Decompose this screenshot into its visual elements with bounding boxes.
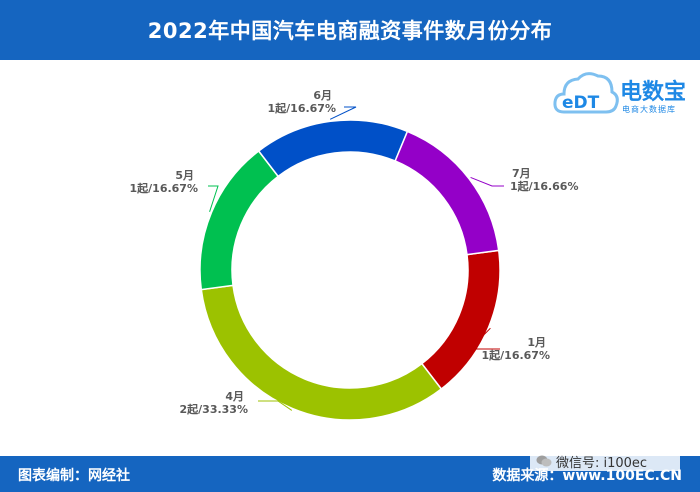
slice-7月: [394, 130, 500, 256]
slice-label-7月: 7月: [512, 167, 531, 180]
data-source: 数据来源：www.100EC.CN: [492, 468, 682, 484]
slice-label-5月: 5月: [175, 169, 194, 182]
leader-line-6月: [329, 106, 357, 120]
leader-line-4月: [258, 400, 293, 411]
brand-logo: eDT 电数宝 电商大数据库: [552, 64, 692, 126]
slice-value-5月: 1起/16.67%: [130, 181, 199, 195]
donut-chart: 1月1起/16.67%4月2起/33.33%5月1起/16.67%6月1起/16…: [130, 89, 579, 421]
leader-line-7月: [470, 177, 504, 187]
wechat-watermark: 微信号: i100ec: [530, 451, 680, 471]
wechat-icon: [536, 455, 552, 467]
slice-1月: [420, 249, 501, 391]
title-bar: 2022年中国汽车电商融资事件数月份分布: [0, 0, 700, 60]
logo-subtitle: 电商大数据库: [622, 105, 676, 114]
logo-brand: 电数宝: [620, 80, 687, 105]
slice-6月: [257, 119, 409, 178]
slice-label-4月: 4月: [225, 390, 244, 403]
chart-credit: 图表编制：网经社: [18, 468, 130, 484]
slice-label-1月: 1月: [527, 336, 546, 349]
slice-value-4月: 2起/33.33%: [180, 402, 249, 416]
slice-5月: [199, 149, 280, 291]
leader-line-5月: [208, 185, 219, 212]
slice-value-6月: 1起/16.67%: [268, 101, 337, 115]
logo-badge: eDT: [562, 93, 600, 113]
leader-line-1月: [468, 327, 500, 350]
slice-value-7月: 1起/16.66%: [510, 179, 579, 193]
cloud-logo-icon: eDT: [553, 72, 619, 114]
slice-label-6月: 6月: [313, 89, 332, 102]
slice-value-1月: 1起/16.67%: [482, 348, 551, 362]
wechat-id: 微信号: i100ec: [556, 455, 648, 471]
page-title: 2022年中国汽车电商融资事件数月份分布: [147, 19, 553, 43]
